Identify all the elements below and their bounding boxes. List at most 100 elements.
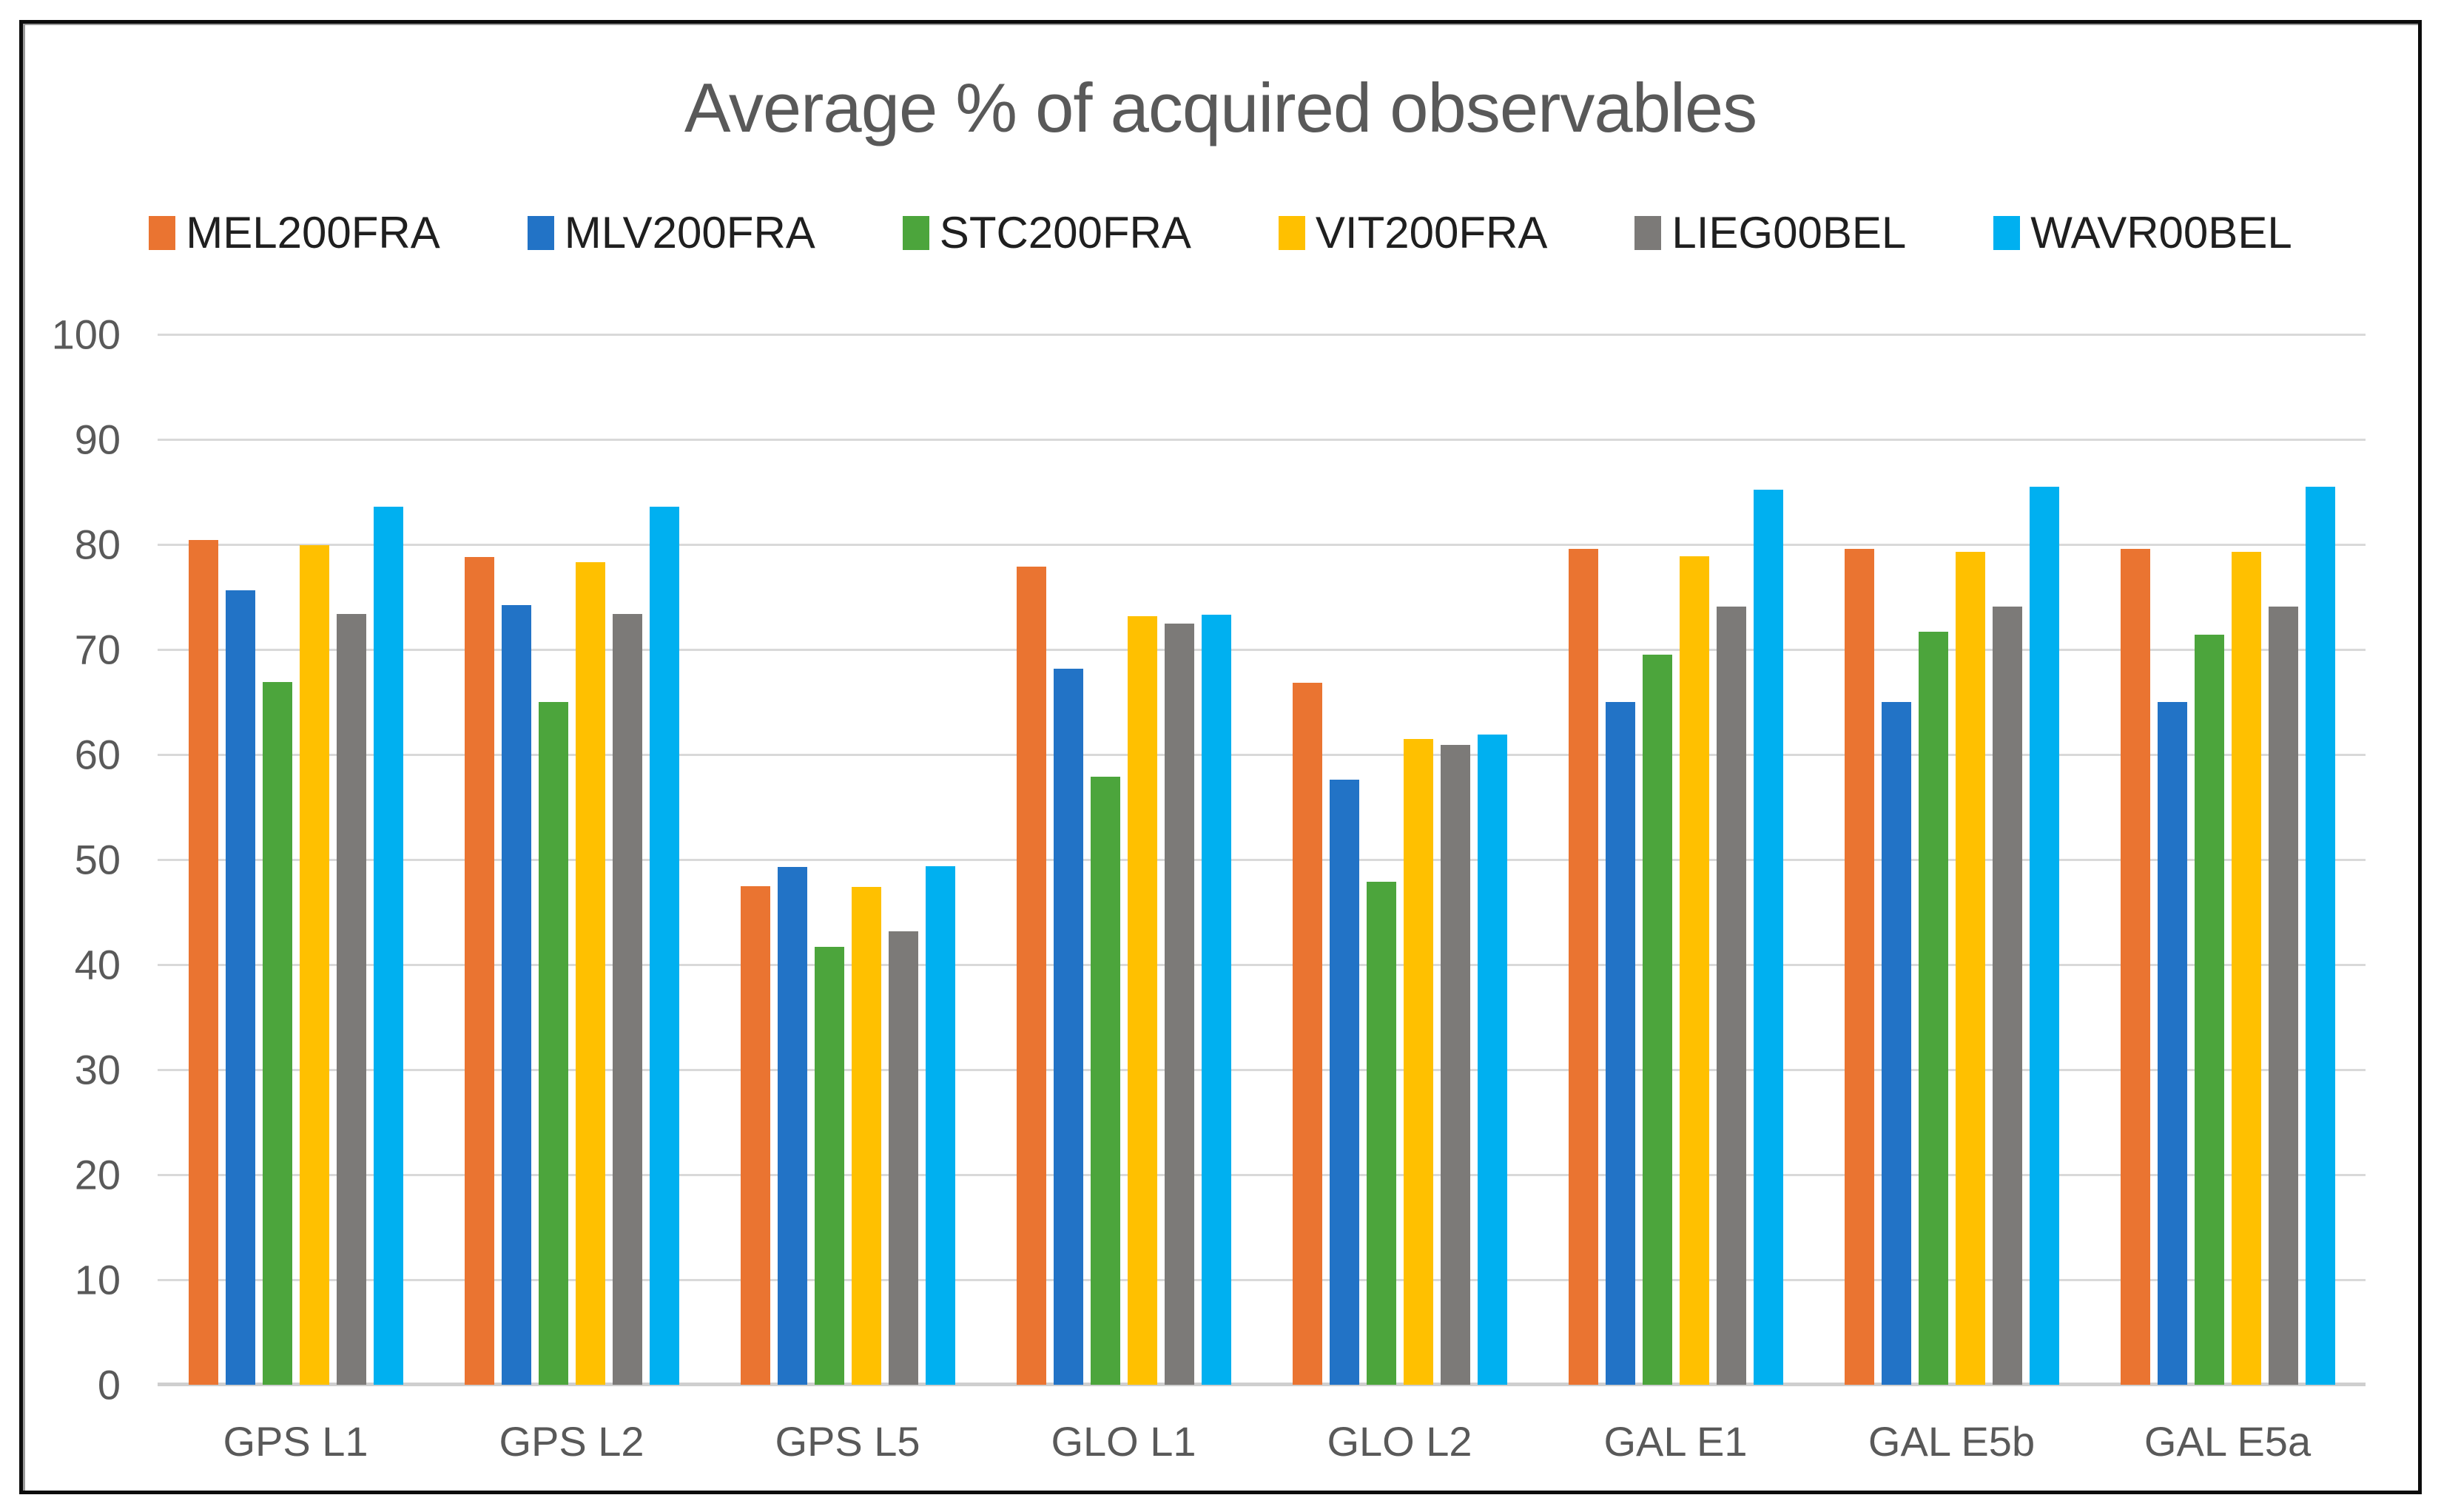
y-axis-tick-label: 70 <box>74 626 121 673</box>
gridline <box>158 963 2366 966</box>
legend-label: WAVR00BEL <box>2030 208 2292 257</box>
legend-swatch-icon <box>149 215 176 250</box>
bar-mel200fra-gps-l1 <box>188 540 218 1385</box>
bar-group-glo-l1 <box>986 334 1262 1385</box>
bar-groups <box>158 334 2366 1385</box>
gridline <box>158 543 2366 546</box>
bar-vit200fra-glo-l1 <box>1127 615 1157 1385</box>
gridline <box>158 858 2366 861</box>
legend-item-lieg00bel: LIEG00BEL <box>1634 207 1906 258</box>
bar-stc200fra-gps-l1 <box>262 682 292 1385</box>
bar-vit200fra-gal-e1 <box>1679 556 1709 1385</box>
bar-mlv200fra-gps-l5 <box>777 866 807 1385</box>
bar-vit200fra-gps-l5 <box>851 886 881 1385</box>
x-axis-label-gps-l5: GPS L5 <box>775 1418 920 1465</box>
x-axis-line <box>158 1383 2366 1386</box>
bar-mel200fra-glo-l2 <box>1292 683 1322 1385</box>
y-axis-tick-label: 0 <box>97 1361 121 1408</box>
gridline <box>158 1068 2366 1071</box>
y-axis-tick-label: 10 <box>74 1256 121 1303</box>
legend-item-wavr00bel: WAVR00BEL <box>1993 207 2292 258</box>
gridline <box>158 1173 2366 1176</box>
bar-mlv200fra-gps-l1 <box>225 590 255 1385</box>
bar-stc200fra-glo-l2 <box>1366 881 1396 1385</box>
bar-mlv200fra-gal-e5b <box>1881 702 1911 1385</box>
bar-vit200fra-gps-l2 <box>575 562 605 1385</box>
gridline <box>158 648 2366 651</box>
x-axis-label-gps-l1: GPS L1 <box>223 1418 368 1465</box>
bar-wavr00bel-gal-e5b <box>2029 486 2059 1385</box>
bar-wavr00bel-glo-l2 <box>1477 735 1507 1385</box>
bar-mlv200fra-glo-l2 <box>1329 780 1359 1385</box>
y-axis-tick-label: 50 <box>74 836 121 883</box>
legend-swatch-icon <box>1278 215 1305 250</box>
bar-mel200fra-gal-e5b <box>1844 548 1874 1385</box>
y-axis: 0 10 20 30 40 50 60 70 80 90 100 <box>0 311 121 1408</box>
bar-stc200fra-gal-e1 <box>1642 655 1672 1385</box>
y-axis-tick-label: 40 <box>74 941 121 988</box>
chart-title: Average % of acquired observables <box>684 69 1757 146</box>
bar-group-gps-l1 <box>158 334 434 1385</box>
bar-wavr00bel-gal-e1 <box>1753 490 1783 1385</box>
bar-wavr00bel-gps-l5 <box>925 865 955 1385</box>
x-axis: GPS L1 GPS L2 GPS L5 GLO L1 GLO L2 GAL E1 GAL … <box>158 1417 2366 1465</box>
bar-group-gal-e5a <box>2090 334 2366 1385</box>
legend-swatch-icon <box>527 215 554 250</box>
bar-mel200fra-gal-e1 <box>1568 548 1598 1385</box>
y-axis-tick-label: 90 <box>74 416 121 463</box>
bar-stc200fra-gal-e5b <box>1918 631 1948 1385</box>
bar-vit200fra-gal-e5a <box>2231 551 2261 1385</box>
bar-wavr00bel-gps-l2 <box>649 506 679 1385</box>
bar-lieg00bel-gps-l5 <box>888 931 918 1385</box>
bar-group-gal-e5b <box>1814 334 2090 1385</box>
legend-label: STC200FRA <box>939 208 1191 257</box>
bar-lieg00bel-gal-e1 <box>1716 606 1746 1385</box>
bar-mlv200fra-gal-e5a <box>2157 702 2187 1385</box>
legend-item-vit200fra: VIT200FRA <box>1278 207 1548 258</box>
legend-label: MLV200FRA <box>564 208 815 257</box>
gridline <box>158 1278 2366 1281</box>
bar-mel200fra-gal-e5a <box>2120 548 2150 1385</box>
x-axis-label-glo-l2: GLO L2 <box>1327 1418 1472 1465</box>
bar-group-gps-l2 <box>434 334 710 1385</box>
y-axis-tick-label: 30 <box>74 1046 121 1093</box>
legend-swatch-icon <box>1993 215 2021 250</box>
bar-lieg00bel-gal-e5a <box>2268 606 2298 1385</box>
legend-label: VIT200FRA <box>1315 208 1548 257</box>
legend-swatch-icon <box>902 215 929 250</box>
bar-lieg00bel-gps-l1 <box>336 613 366 1385</box>
bar-mlv200fra-gps-l2 <box>501 605 531 1385</box>
bar-lieg00bel-gps-l2 <box>612 613 642 1385</box>
x-axis-label-gal-e1: GAL E1 <box>1603 1418 1748 1465</box>
gridline <box>158 753 2366 756</box>
bar-wavr00bel-glo-l1 <box>1201 615 1231 1385</box>
bar-mlv200fra-glo-l1 <box>1053 668 1083 1385</box>
bar-stc200fra-gal-e5a <box>2194 635 2224 1385</box>
plot-area <box>158 333 2366 1386</box>
y-axis-tick-label: 20 <box>74 1151 121 1198</box>
bar-stc200fra-glo-l1 <box>1090 776 1120 1385</box>
bar-lieg00bel-gal-e5b <box>1992 606 2022 1385</box>
bar-group-gps-l5 <box>710 334 986 1385</box>
bar-wavr00bel-gal-e5a <box>2305 486 2335 1385</box>
legend-item-stc200fra: STC200FRA <box>902 207 1191 258</box>
legend: MEL200FRA MLV200FRA STC200FRA VIT200FRA LIEG… <box>0 207 2441 258</box>
gridline <box>158 438 2366 441</box>
bar-mel200fra-glo-l1 <box>1016 566 1046 1385</box>
bar-lieg00bel-glo-l1 <box>1164 623 1194 1385</box>
bar-mel200fra-gps-l2 <box>464 557 494 1385</box>
y-axis-tick-label: 100 <box>51 311 121 358</box>
x-axis-label-gps-l2: GPS L2 <box>499 1418 644 1465</box>
x-axis-label-glo-l1: GLO L1 <box>1051 1418 1196 1465</box>
bar-stc200fra-gps-l5 <box>814 946 844 1385</box>
bar-vit200fra-glo-l2 <box>1403 738 1433 1385</box>
x-axis-label-gal-e5b: GAL E5b <box>1868 1418 2036 1465</box>
bar-group-gal-e1 <box>1538 334 1814 1385</box>
y-axis-tick-label: 60 <box>74 731 121 778</box>
legend-swatch-icon <box>1634 215 1662 250</box>
bar-mel200fra-gps-l5 <box>740 885 770 1385</box>
bar-wavr00bel-gps-l1 <box>373 506 403 1385</box>
gridline <box>158 333 2366 336</box>
y-axis-tick-label: 80 <box>74 521 121 568</box>
bar-lieg00bel-glo-l2 <box>1440 745 1470 1385</box>
